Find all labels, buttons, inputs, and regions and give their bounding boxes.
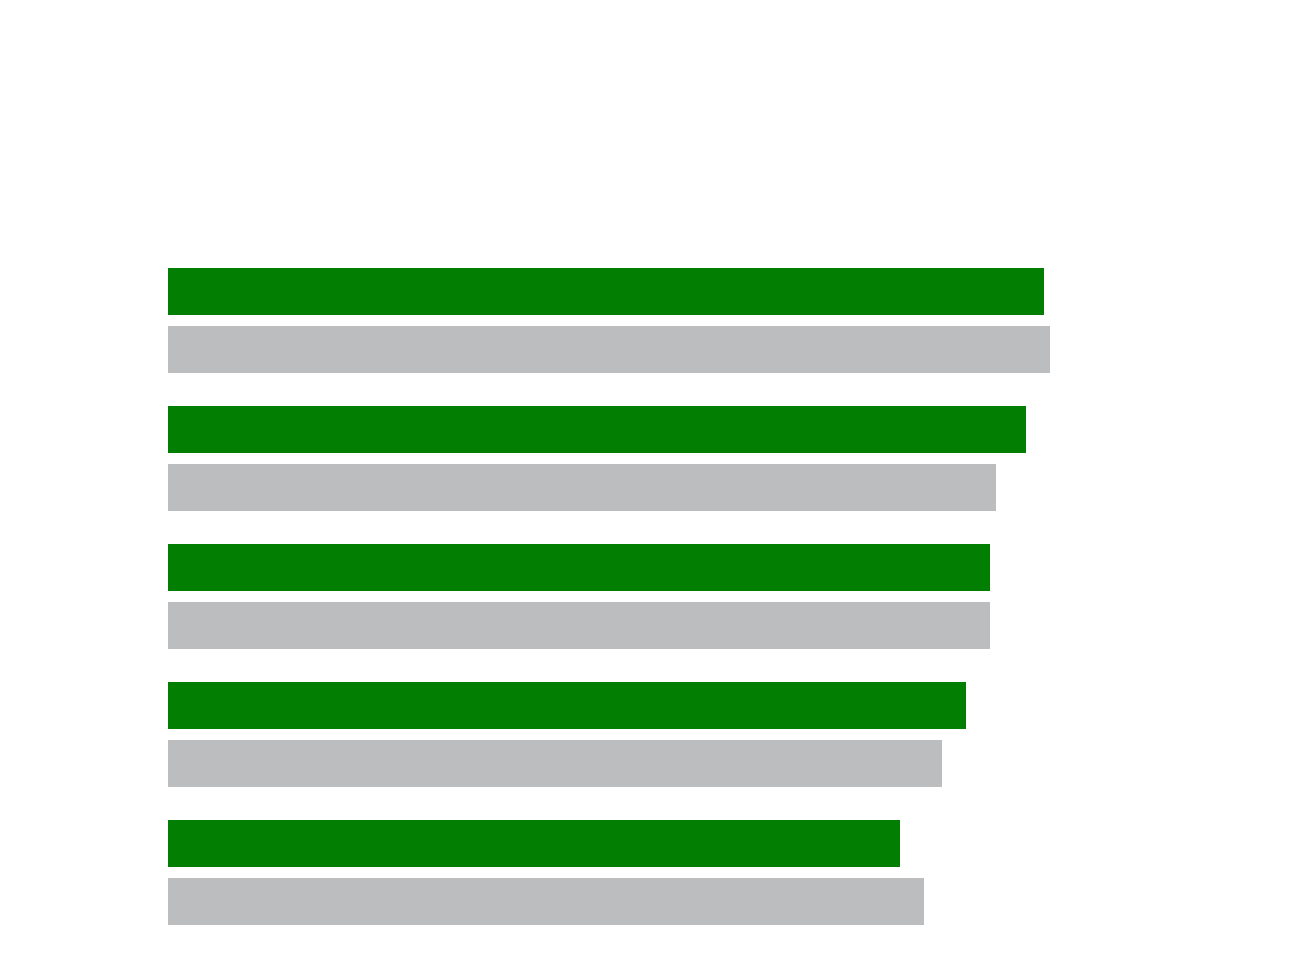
bar xyxy=(168,878,924,925)
bar xyxy=(168,602,990,649)
bar xyxy=(168,268,1044,315)
bar xyxy=(168,820,900,867)
bar xyxy=(168,544,990,591)
bar xyxy=(168,406,1026,453)
bar xyxy=(168,682,966,729)
bar xyxy=(168,464,996,511)
bar xyxy=(168,740,942,787)
bar xyxy=(168,326,1050,373)
